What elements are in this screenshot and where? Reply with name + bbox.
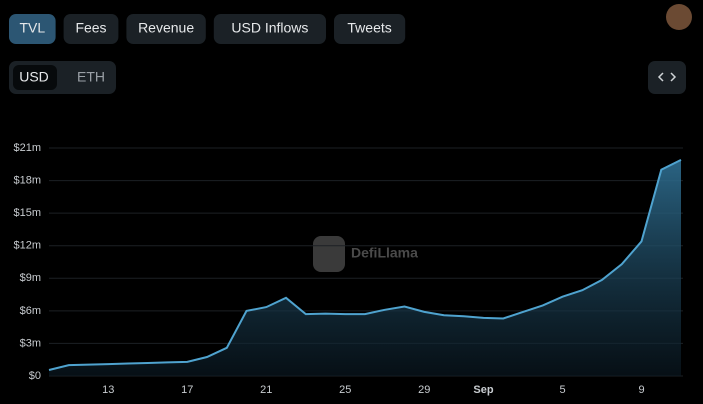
y-tick-label: $18m bbox=[13, 174, 41, 186]
currency-option[interactable]: ETH bbox=[77, 69, 105, 85]
y-tick-label: $12m bbox=[13, 240, 41, 252]
area bbox=[49, 159, 681, 376]
embed-button[interactable] bbox=[648, 61, 686, 94]
y-tick-label: $0 bbox=[29, 370, 41, 382]
tab-button[interactable] bbox=[63, 14, 119, 44]
currency-option[interactable]: USD bbox=[19, 69, 49, 85]
x-tick-label: 13 bbox=[102, 384, 114, 396]
y-tick-label: $3m bbox=[20, 337, 41, 349]
y-tick-label: $9m bbox=[20, 272, 41, 284]
x-tick-label: 9 bbox=[638, 384, 644, 396]
x-tick-label: Sep bbox=[473, 384, 493, 396]
x-tick-label: 21 bbox=[260, 384, 272, 396]
tab-button[interactable] bbox=[9, 14, 56, 44]
code-icon bbox=[657, 72, 677, 82]
tab-button[interactable] bbox=[334, 14, 406, 44]
tab-button[interactable] bbox=[213, 14, 326, 44]
tab-button[interactable] bbox=[126, 14, 206, 44]
avatar[interactable] bbox=[666, 4, 692, 30]
line bbox=[48, 159, 682, 371]
y-tick-label: $15m bbox=[13, 207, 41, 219]
y-tick-label: $6m bbox=[20, 305, 41, 317]
tab-label[interactable]: Fees bbox=[75, 20, 106, 36]
y-tick-label: $21m bbox=[13, 142, 41, 154]
tab-label[interactable]: TVL bbox=[19, 20, 45, 36]
watermark-icon bbox=[313, 236, 345, 272]
x-tick-label: 29 bbox=[418, 384, 430, 396]
x-tick-label: 17 bbox=[181, 384, 193, 396]
tab-label[interactable]: Revenue bbox=[138, 20, 194, 36]
x-tick-label: 5 bbox=[559, 384, 565, 396]
watermark: DefiLlama bbox=[351, 245, 418, 261]
currency-active bbox=[13, 65, 57, 90]
x-tick-label: 25 bbox=[339, 384, 351, 396]
tab-label[interactable]: Tweets bbox=[347, 20, 391, 36]
tab-label[interactable]: USD Inflows bbox=[231, 20, 308, 36]
